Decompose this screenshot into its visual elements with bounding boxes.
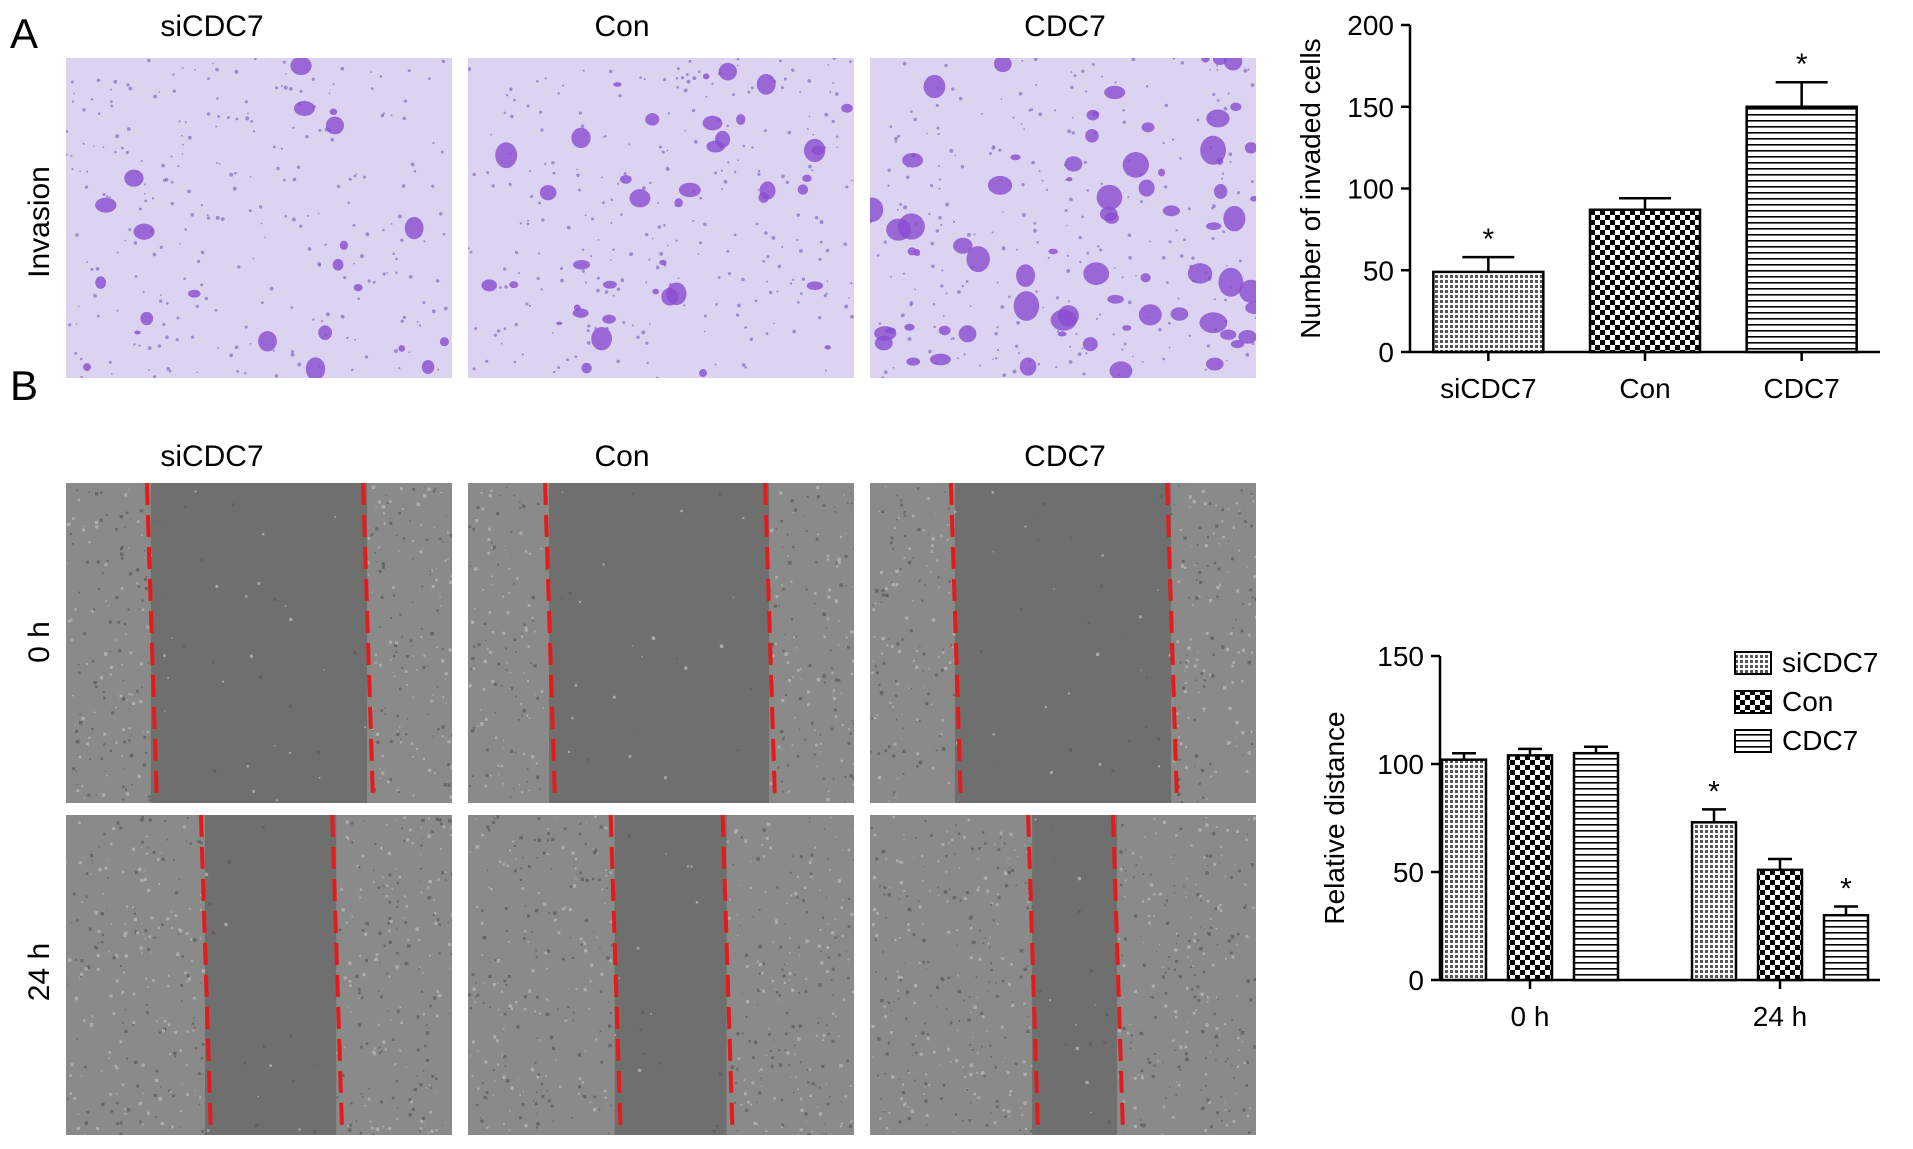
wound-image-con-0h: [468, 483, 854, 803]
col-label-b-cdc7: CDC7: [1024, 440, 1106, 473]
wound-image-sicdc7-24h: [66, 815, 452, 1135]
y-axis-label: Relative distance: [1319, 711, 1350, 924]
panel-letter-b: B: [10, 362, 39, 409]
bar-sicdc7: [1440, 758, 1488, 982]
significance-star: *: [1840, 873, 1852, 906]
y-tick-label: 0: [1408, 965, 1424, 996]
x-tick-label: 24 h: [1753, 1001, 1808, 1032]
bar-con: [1756, 868, 1804, 982]
bar-sicdc7: [1432, 270, 1545, 354]
wound-image-sicdc7-0h: [66, 483, 452, 803]
y-tick-label: 100: [1377, 749, 1424, 780]
x-tick-label: CDC7: [1764, 373, 1840, 404]
wound-image-cdc7-0h: [870, 483, 1256, 803]
y-axis-label: Number of invaded cells: [1295, 38, 1326, 338]
bar-cdc7: [1745, 105, 1858, 354]
legend-swatch: [1734, 729, 1772, 753]
x-tick-label: siCDC7: [1440, 373, 1536, 404]
col-label-a-con: Con: [594, 10, 650, 43]
col-label-b-sicdc7: siCDC7: [160, 440, 264, 473]
legend-label: Con: [1782, 686, 1833, 717]
legend-swatch: [1734, 651, 1772, 675]
y-tick-label: 200: [1347, 10, 1394, 41]
legend-label: CDC7: [1782, 725, 1858, 756]
bar-cdc7: [1822, 913, 1870, 982]
y-tick-label: 50: [1393, 857, 1424, 888]
y-tick-label: 100: [1347, 174, 1394, 205]
wound-image-cdc7-24h: [870, 815, 1256, 1135]
significance-star: *: [1796, 48, 1808, 81]
row-label-0h: 0 h: [23, 621, 56, 663]
col-label-a-cdc7: CDC7: [1024, 10, 1106, 43]
relative-distance-chart: 0 50 100 150 Relative distance 0 h * * 24 h siCDC…: [1319, 641, 1880, 1032]
y-tick-label: 150: [1347, 92, 1394, 123]
wound-image-con-24h: [468, 815, 854, 1135]
y-tick-label: 50: [1363, 255, 1394, 286]
significance-star: *: [1708, 775, 1720, 808]
y-tick-label: 0: [1378, 337, 1394, 368]
panel-letter-a: A: [10, 10, 39, 57]
invasion-image-cdc7: [870, 58, 1256, 378]
col-label-a-sicdc7: siCDC7: [160, 10, 264, 43]
invasion-image-sicdc7: [66, 58, 452, 378]
invasion-image-con: [468, 58, 854, 378]
bar-sicdc7: [1690, 821, 1738, 982]
row-label-invasion: Invasion: [23, 166, 56, 278]
invaded-cells-chart: 0 50 100 150 200 Number of invaded cells siCDC…: [1295, 10, 1880, 404]
x-tick-label: 0 h: [1511, 1001, 1550, 1032]
x-tick-label: Con: [1619, 373, 1670, 404]
row-label-24h: 24 h: [23, 942, 56, 1002]
y-tick-label: 150: [1377, 641, 1424, 672]
legend-label: siCDC7: [1782, 647, 1878, 678]
bar-con: [1506, 754, 1554, 982]
col-label-b-con: Con: [594, 440, 650, 473]
legend-swatch: [1734, 690, 1772, 714]
bar-cdc7: [1572, 751, 1620, 982]
significance-star: *: [1482, 223, 1494, 256]
bar-con: [1588, 208, 1702, 354]
